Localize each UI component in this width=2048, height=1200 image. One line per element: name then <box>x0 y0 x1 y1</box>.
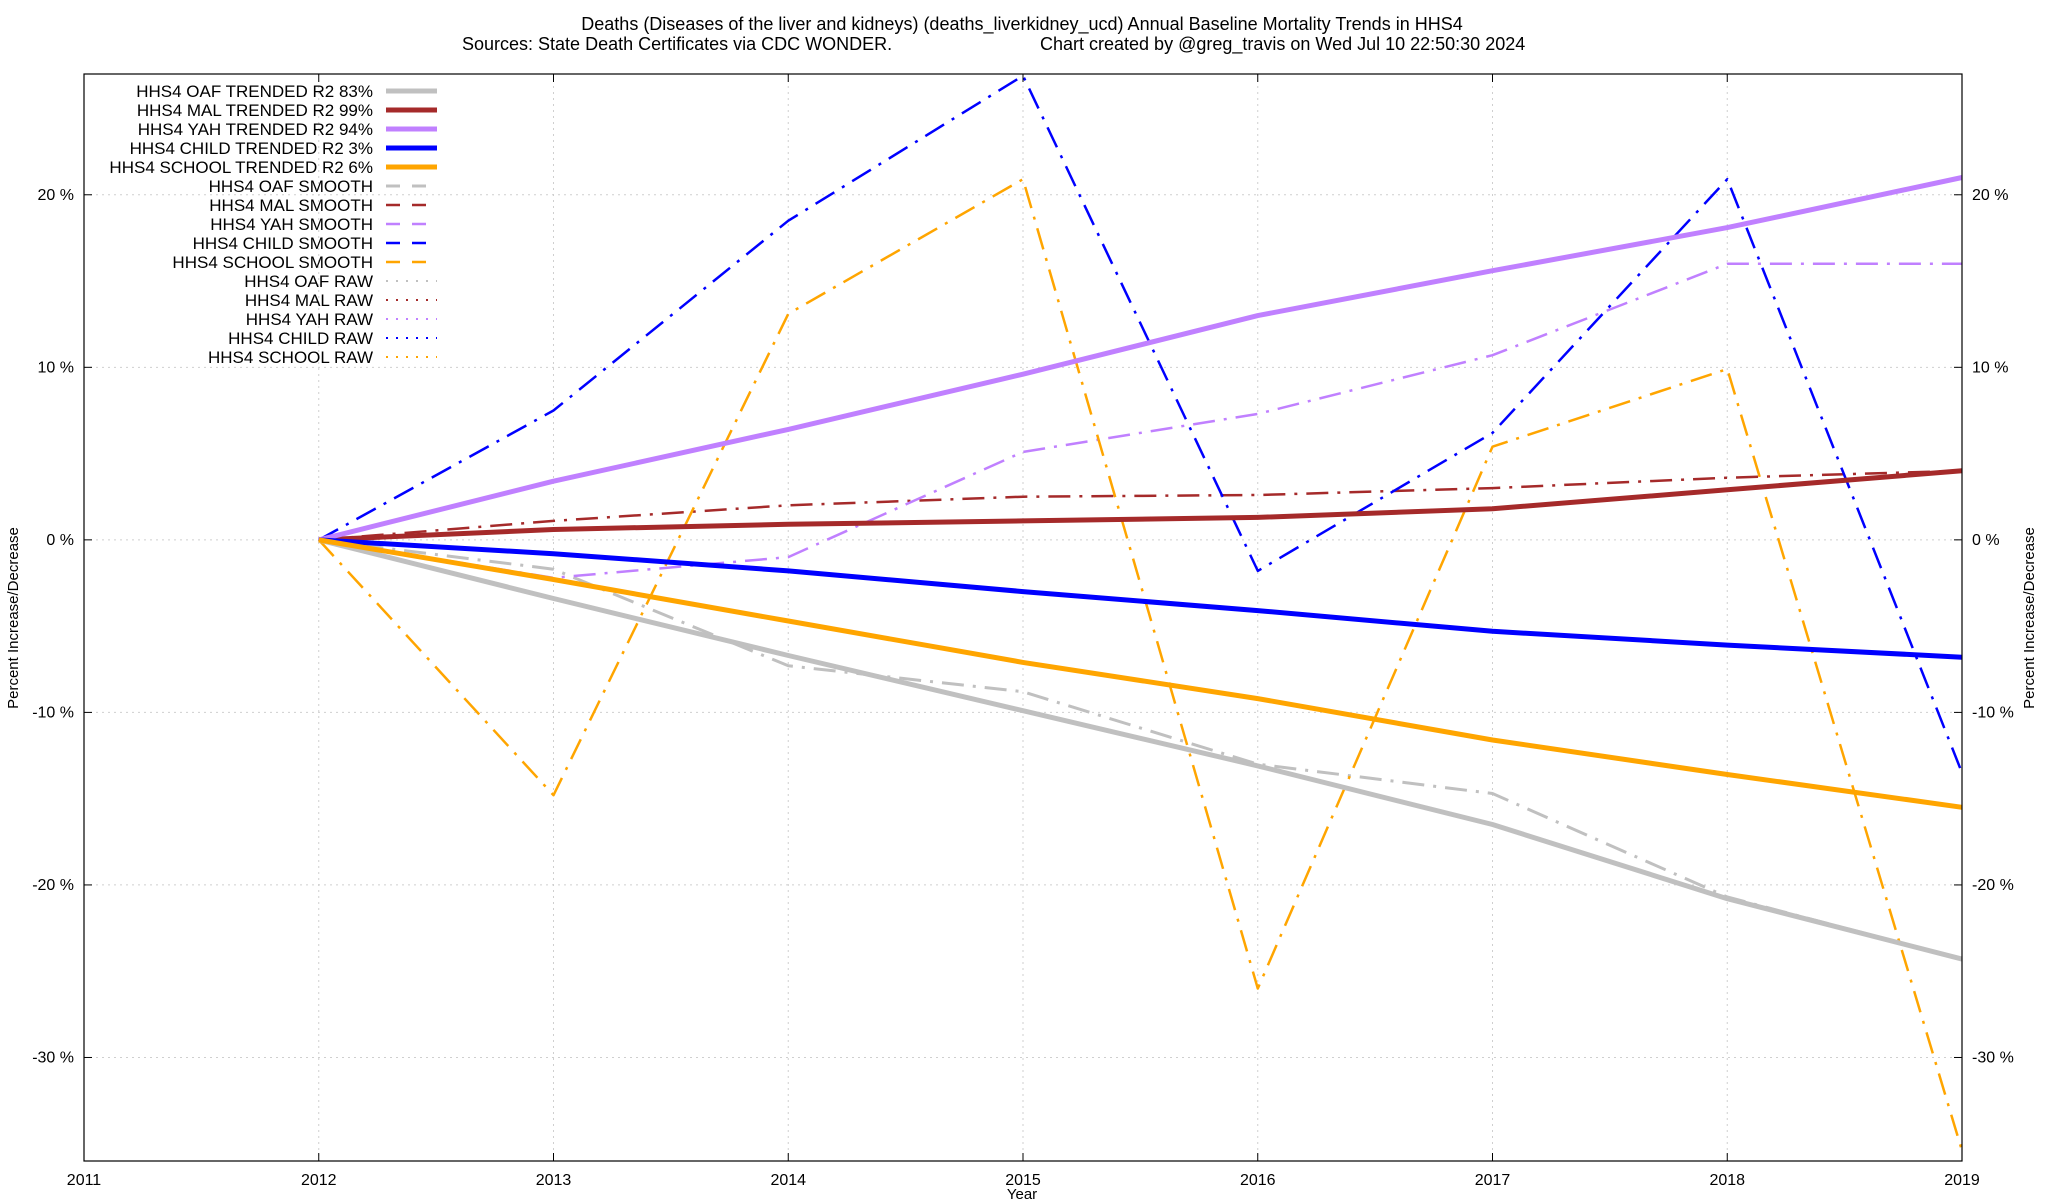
x-tick-label: 2016 <box>1240 1172 1276 1189</box>
legend-label: HHS4 OAF RAW <box>244 272 373 291</box>
series-line <box>318 537 1963 962</box>
y2-tick-label: -30 % <box>1972 1049 2014 1066</box>
axis-layer: 2011 2012 2013 2014 2015 2016 2017 2018 2019 20 %… <box>32 74 2014 1189</box>
series-layer <box>317 74 1964 1151</box>
x-tick-label: 2019 <box>1944 1172 1980 1189</box>
y2-tick-label: -10 % <box>1972 704 2014 721</box>
series-line <box>318 74 1964 774</box>
legend-label: HHS4 MAL TRENDED R2 99% <box>137 101 373 120</box>
x-tick-label: 2013 <box>536 1172 572 1189</box>
grid-layer <box>84 74 1962 1161</box>
chart-subtitle-left: Sources: State Death Certificates via CD… <box>462 34 892 54</box>
series-line <box>318 469 1963 542</box>
legend-label: HHS4 CHILD SMOOTH <box>193 234 373 253</box>
chart-title: Deaths (Diseases of the liver and kidney… <box>581 14 1462 35</box>
series-line <box>317 177 1964 1151</box>
y2-tick-label: 20 % <box>1972 187 2008 204</box>
series-line <box>318 175 1963 543</box>
series-line <box>318 537 1963 660</box>
y-axis-label: Percent Increase/Decrease <box>5 527 22 709</box>
legend-label: HHS4 MAL SMOOTH <box>209 196 373 215</box>
y-tick-label: 0 % <box>46 532 74 549</box>
x-tick-label: 2017 <box>1475 1172 1511 1189</box>
y-tick-label: 20 % <box>38 187 74 204</box>
legend-label: HHS4 CHILD RAW <box>228 329 373 348</box>
y2-tick-label: 10 % <box>1972 359 2008 376</box>
chart-subtitle-right: Chart created by @greg_travis on Wed Jul… <box>1040 34 1525 55</box>
legend: HHS4 OAF TRENDED R2 83%HHS4 MAL TRENDED … <box>109 82 437 367</box>
series-line <box>318 262 1962 580</box>
y-tick-label: -20 % <box>32 877 74 894</box>
legend-label: HHS4 OAF TRENDED R2 83% <box>136 82 373 101</box>
legend-label: HHS4 SCHOOL TRENDED R2 6% <box>109 158 373 177</box>
y-tick-label: -10 % <box>32 704 74 721</box>
x-tick-label: 2011 <box>67 1172 102 1189</box>
x-tick-label: 2014 <box>770 1172 806 1189</box>
legend-label: HHS4 YAH RAW <box>246 310 373 329</box>
x-tick-label: 2012 <box>301 1172 337 1189</box>
legend-label: HHS4 SCHOOL SMOOTH <box>172 253 373 272</box>
y-tick-label: -30 % <box>32 1049 74 1066</box>
series-line <box>318 537 1963 810</box>
legend-label: HHS4 SCHOOL RAW <box>208 348 373 367</box>
y2-tick-label: -20 % <box>1972 877 2014 894</box>
legend-label: HHS4 OAF SMOOTH <box>209 177 373 196</box>
y2-axis-label: Percent Increase/Decrease <box>2021 527 2038 709</box>
legend-label: HHS4 CHILD TRENDED R2 3% <box>130 139 373 158</box>
series-line <box>318 468 1963 543</box>
legend-label: HHS4 YAH SMOOTH <box>210 215 373 234</box>
legend-label: HHS4 MAL RAW <box>245 291 373 310</box>
y2-tick-label: 0 % <box>1972 532 2000 549</box>
x-tick-label: 2018 <box>1709 1172 1745 1189</box>
x-axis-label: Year <box>1007 1186 1037 1200</box>
x-tick-label: 2015 <box>1005 1172 1041 1189</box>
y-tick-label: 10 % <box>38 359 74 376</box>
legend-label: HHS4 YAH TRENDED R2 94% <box>138 120 373 139</box>
